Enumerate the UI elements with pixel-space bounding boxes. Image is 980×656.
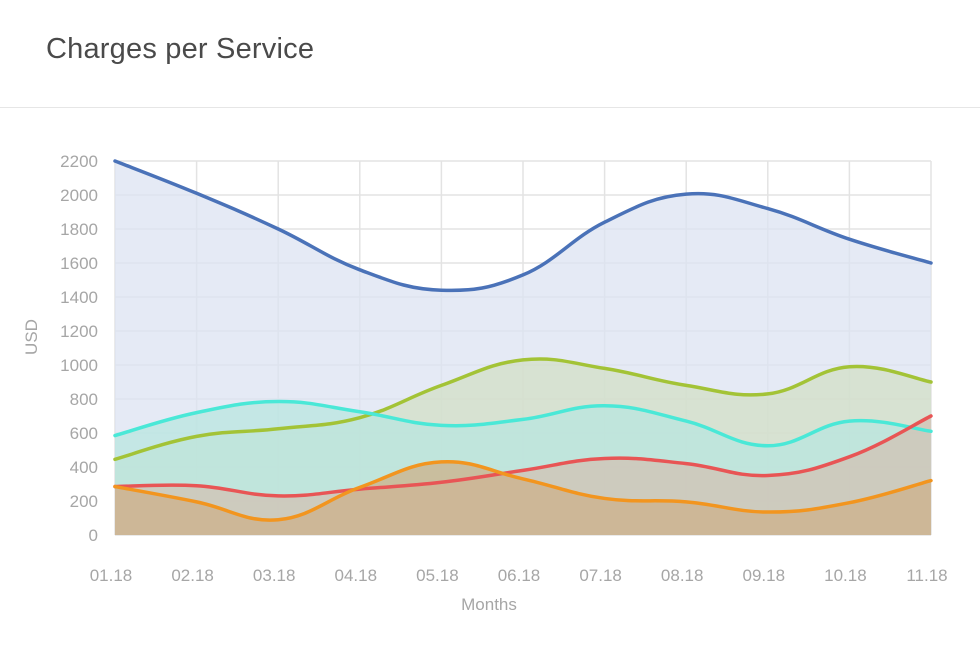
series-line-1	[113, 159, 933, 293]
x-tick-label: 01.18	[90, 566, 133, 585]
y-tick-label: 1800	[60, 220, 98, 239]
x-tick-label: 08.18	[661, 566, 704, 585]
y-axis-title: USD	[22, 319, 41, 355]
y-tick-label: 2200	[60, 152, 98, 171]
y-tick-label: 1000	[60, 356, 98, 375]
x-axis-ticks: 01.18 02.18 03.18 04.18 05.18 06.18 07.18 08.18…	[90, 566, 948, 585]
series-area-5	[115, 461, 931, 535]
x-tick-label: 04.18	[335, 566, 378, 585]
x-tick-label: 07.18	[579, 566, 622, 585]
y-tick-label: 0	[89, 526, 98, 545]
card-title: Charges per Service	[46, 33, 315, 65]
chart-areas	[115, 161, 931, 535]
y-tick-label: 2000	[60, 186, 98, 205]
chart-lines	[113, 159, 933, 522]
x-axis-title: Months	[461, 595, 517, 614]
y-axis-ticks: 0 200 400 600 800 1000 1200 1400 1600 1800 2000 220…	[60, 152, 98, 545]
y-tick-label: 800	[70, 390, 98, 409]
series-line-3	[113, 399, 933, 448]
series-line-4	[113, 414, 933, 498]
x-tick-label: 05.18	[416, 566, 459, 585]
y-tick-label: 600	[70, 424, 98, 443]
x-tick-label: 03.18	[253, 566, 296, 585]
y-tick-label: 200	[70, 492, 98, 511]
y-tick-label: 1400	[60, 288, 98, 307]
series-line-2	[113, 357, 933, 462]
y-tick-label: 1600	[60, 254, 98, 273]
x-tick-label: 06.18	[498, 566, 541, 585]
card-header: Charges per Service	[0, 0, 980, 108]
y-tick-label: 400	[70, 458, 98, 477]
x-tick-label: 10.18	[824, 566, 867, 585]
x-tick-label: 09.18	[743, 566, 786, 585]
x-tick-label: 02.18	[171, 566, 214, 585]
y-tick-label: 1200	[60, 322, 98, 341]
series-line-5	[113, 460, 933, 522]
x-tick-label: 11.18	[906, 566, 947, 585]
